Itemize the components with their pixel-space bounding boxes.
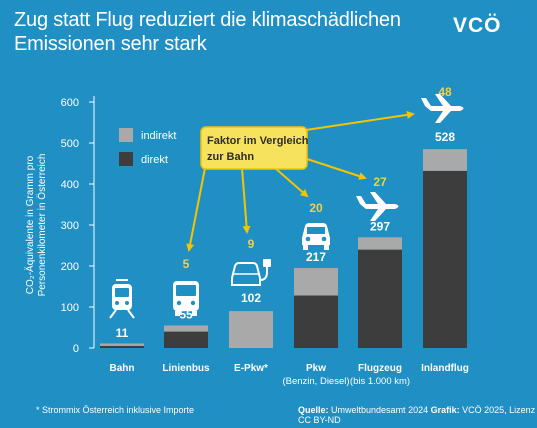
train-icon (109, 279, 135, 319)
legend-label: direkt (141, 154, 168, 166)
factor-callout: Faktor im Vergleich zur Bahn (186, 110, 415, 252)
bar-indirect (423, 149, 467, 171)
electric-car-icon (231, 259, 271, 286)
y-tick-label: 300 (61, 220, 79, 232)
callout-arrow (241, 167, 251, 234)
bar-indirect (294, 268, 338, 296)
car-icon (302, 223, 330, 250)
legend-label: indirekt (141, 130, 176, 142)
factor-label: 48 (438, 85, 452, 99)
callout-text-line-1: Faktor im Vergleich (207, 135, 309, 147)
category-label: Bahn (110, 363, 135, 374)
source-line: Quelle: Umweltbundesamt 2024 Grafik: VCÖ… (298, 405, 537, 425)
bar-direct (423, 170, 467, 348)
category-label: Linienbus (162, 363, 210, 374)
vco-logo: VCÖ (453, 14, 502, 38)
y-tick-label: 0 (73, 343, 79, 355)
source-label: Quelle: (298, 405, 329, 415)
total-value-label: 528 (435, 130, 455, 144)
category-sublabel: (bis 1.000 km) (350, 376, 410, 387)
y-tick-label: 600 (61, 97, 79, 109)
bar-indirect (100, 343, 144, 346)
bar-indirect (358, 237, 402, 250)
legend-swatch (119, 128, 133, 142)
graphic-label: Grafik: (430, 405, 460, 415)
category-sublabel: (Benzin, Diesel) (282, 376, 349, 387)
category-label: Inlandflug (421, 363, 469, 374)
total-value-label: 11 (116, 326, 129, 340)
total-value-label: 55 (179, 307, 193, 321)
total-value-label: 297 (370, 219, 390, 233)
bar-direct (358, 249, 402, 348)
bus-icon (173, 281, 199, 316)
title-line-1: Zug statt Flug reduziert die klimaschädl… (14, 9, 401, 31)
legend: indirekt direkt (119, 128, 176, 166)
callout-box (200, 126, 308, 170)
factor-label: 20 (309, 201, 323, 215)
y-axis-label-line-2: Personenkilometer in Österreich (36, 154, 48, 297)
legend-swatch (119, 152, 133, 166)
bar-direct (100, 345, 144, 348)
title-line-2: Emissionen sehr stark (14, 33, 207, 55)
bars (100, 149, 467, 348)
factor-label: 9 (248, 237, 255, 251)
total-value-label: 102 (241, 291, 261, 305)
source-text: Umweltbundesamt 2024 (331, 405, 429, 415)
y-tick-label: 100 (61, 302, 79, 314)
y-axis: 0 100 200 300 400 500 600 (61, 96, 95, 355)
factor-label: 5 (183, 257, 190, 271)
graphic-text: VCÖ 2025, Lizenz CC BY-ND (298, 405, 536, 425)
logo-text: VCÖ (453, 14, 502, 37)
airplane-icon (421, 94, 464, 123)
icons (109, 94, 464, 319)
y-axis-label-line-1: CO₂-Äquivalente in Gramm pro (24, 155, 36, 294)
category-label: E-Pkw* (234, 363, 268, 374)
chart-title: Zug statt Flug reduziert die klimaschädl… (14, 8, 401, 56)
factor-label: 27 (373, 175, 387, 189)
y-tick-label: 400 (61, 179, 79, 191)
total-value-label: 217 (306, 250, 326, 264)
bar-indirect (229, 311, 273, 348)
labels: 11Bahn555Linienbus1029E-Pkw*21720Pkw(Ben… (110, 85, 469, 387)
callout-arrow (186, 167, 206, 252)
callout-text-line-2: zur Bahn (207, 151, 254, 163)
category-label: Flugzeug (358, 363, 402, 374)
y-tick-label: 200 (61, 261, 79, 273)
bar-indirect (164, 325, 208, 332)
footnote: * Strommix Österreich inklusive Importe (36, 405, 195, 415)
callout-arrow (305, 110, 415, 131)
category-label: Pkw (306, 363, 326, 374)
callout-arrow (274, 167, 309, 198)
y-tick-label: 500 (61, 138, 79, 150)
y-axis-label: CO₂-Äquivalente in Gramm pro Personenkil… (24, 154, 48, 297)
bar-direct (294, 295, 338, 348)
bar-direct (164, 331, 208, 348)
airplane-icon (356, 192, 399, 221)
callout-arrow (303, 157, 367, 180)
